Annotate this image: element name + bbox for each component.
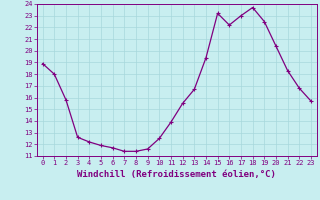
X-axis label: Windchill (Refroidissement éolien,°C): Windchill (Refroidissement éolien,°C) (77, 170, 276, 179)
